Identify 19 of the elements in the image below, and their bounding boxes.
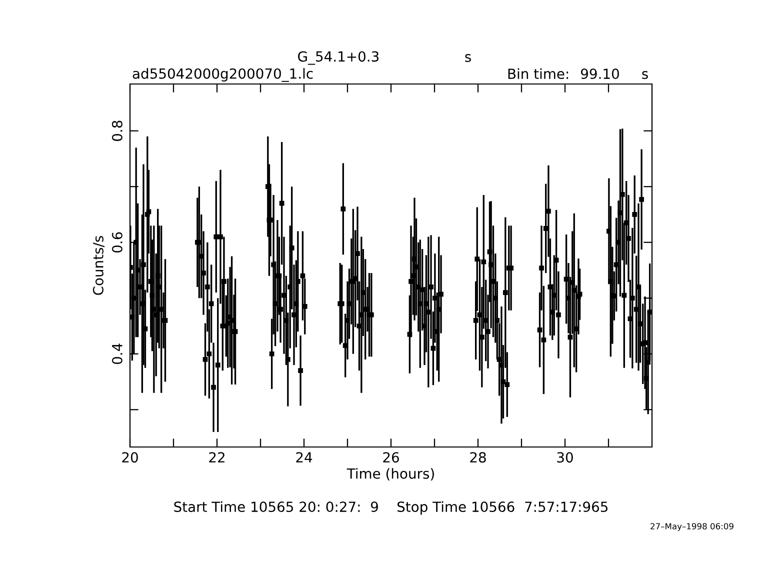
chart-subtitle: ad55042000g200070_1.lc [132,68,313,82]
x-tick-label: 22 [209,452,224,462]
x-tick-label: 28 [470,452,486,463]
x-tick-label: 24 [296,452,312,462]
x-tick-label: 30 [557,452,573,463]
y-tick-label: 0.6 [112,232,122,252]
text: s [465,54,471,62]
text: 99.10 [580,68,619,80]
y-axis-title: Counts/s [92,236,105,295]
x-axis-title: Time (hours) [346,468,434,480]
x-tick-label: 20 [122,452,138,463]
text: Start Time 10565 20: 0:27: 9 Stop Time 10566 7:57:17:965 [174,501,608,515]
text: s [642,71,648,80]
text: 27–May–1998 06:09 [650,523,734,532]
chart-title: G_54.1+0.3 [298,51,379,65]
x-tick-label: 26 [383,452,399,463]
text: Bin time: [508,68,568,80]
y-tick-label: 0.8 [112,120,122,141]
y-tick-label: 0.4 [112,344,122,364]
